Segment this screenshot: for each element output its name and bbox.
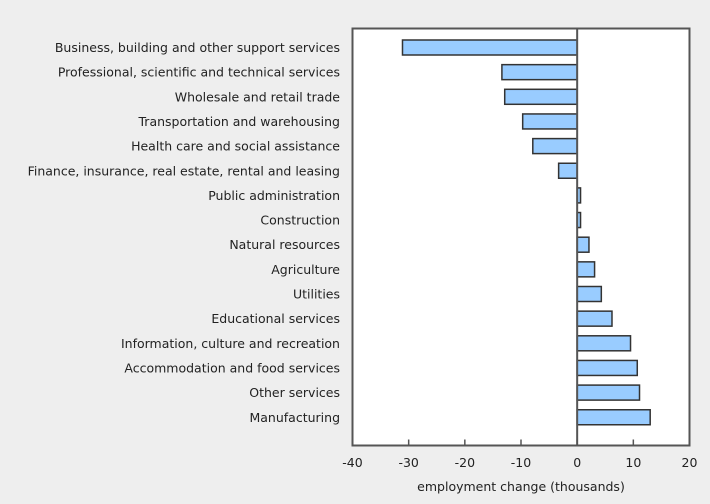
bar	[501, 63, 578, 81]
category-label: Agriculture	[271, 262, 340, 277]
category-label: Finance, insurance, real estate, rental …	[28, 163, 340, 178]
bar	[576, 384, 641, 401]
bar	[503, 88, 578, 106]
category-label: Public administration	[208, 188, 340, 203]
x-axis-ticks	[351, 439, 691, 446]
bar	[576, 335, 632, 352]
bar	[532, 137, 578, 155]
category-label: Business, building and other support ser…	[55, 40, 340, 55]
x-axis-tick-labels: -40 -30 -20 -10 0 10 20	[342, 455, 697, 470]
bar	[576, 409, 651, 426]
category-label: Wholesale and retail trade	[175, 89, 341, 104]
bar	[576, 236, 590, 253]
bar	[521, 113, 578, 130]
category-label: Natural resources	[229, 237, 340, 252]
x-tick-label: -10	[511, 455, 531, 470]
bar	[576, 359, 639, 377]
category-labels: Business, building and other support ser…	[28, 40, 341, 425]
bar	[576, 285, 603, 303]
category-label: Transportation and warehousing	[138, 114, 341, 129]
x-tick-label: 20	[682, 455, 698, 470]
category-label: Construction	[260, 213, 340, 228]
bar	[576, 310, 613, 327]
x-tick-label: -30	[398, 455, 418, 470]
category-label: Accommodation and food services	[124, 360, 340, 375]
category-label: Manufacturing	[249, 410, 340, 425]
x-tick-label: -40	[342, 455, 362, 470]
x-tick-label: -20	[455, 455, 475, 470]
bar	[557, 162, 578, 179]
category-label: Educational services	[211, 311, 340, 326]
x-tick-label: 0	[573, 455, 581, 470]
category-label: Information, culture and recreation	[121, 336, 340, 351]
bar	[576, 261, 596, 278]
category-label: Other services	[249, 385, 340, 400]
category-label: Health care and social assistance	[131, 139, 340, 154]
x-axis-title: employment change (thousands)	[417, 479, 625, 494]
category-label: Professional, scientific and technical s…	[58, 65, 340, 80]
x-tick-label: 10	[625, 455, 641, 470]
bar	[401, 39, 578, 56]
category-label: Utilities	[293, 287, 340, 302]
